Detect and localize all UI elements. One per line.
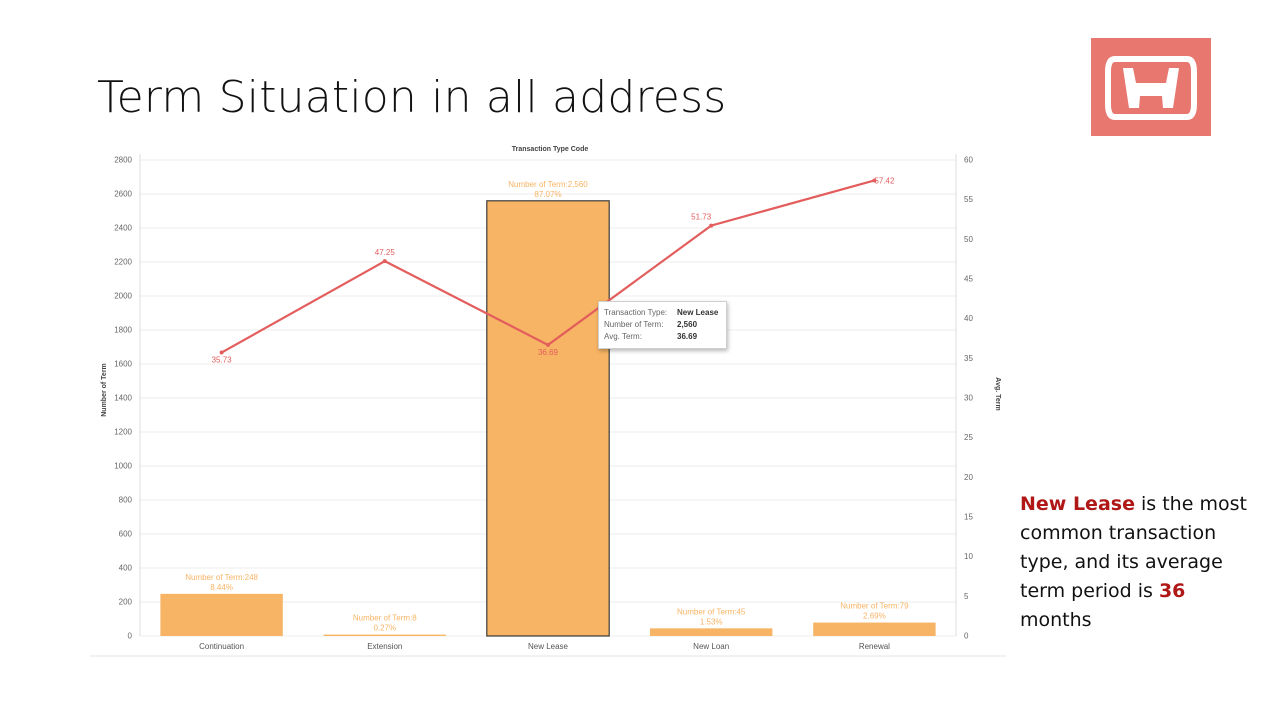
y2-tick-label: 10 bbox=[964, 552, 973, 561]
y-tick-label: 2200 bbox=[114, 258, 132, 267]
bar bbox=[813, 622, 936, 636]
y2-tick-label: 40 bbox=[964, 314, 973, 323]
x-tick-label: Renewal bbox=[859, 642, 890, 651]
y-tick-label: 1800 bbox=[114, 326, 132, 335]
y-tick-label: 2000 bbox=[114, 292, 132, 301]
tooltip-value: New Lease bbox=[677, 308, 719, 317]
note-highlight-term: 36 bbox=[1158, 580, 1186, 602]
line-point bbox=[546, 342, 550, 347]
combo-chart: Transaction Type Code 020040060080010001… bbox=[90, 146, 1006, 657]
y2-tick-label: 0 bbox=[964, 632, 969, 641]
bar-percent-label: 2.69% bbox=[863, 612, 886, 621]
bar-value-label: Number of Term:2,560 bbox=[508, 180, 588, 189]
bar bbox=[650, 628, 773, 636]
honda-h-mark bbox=[1123, 68, 1179, 108]
line-value-label: 36.69 bbox=[538, 348, 559, 357]
line-point bbox=[382, 259, 387, 264]
y2-axis-label: Avg. Term bbox=[994, 377, 1001, 410]
bar bbox=[486, 200, 610, 637]
bar-percent-label: 87.07% bbox=[534, 190, 561, 199]
y-tick-label: 2400 bbox=[114, 224, 132, 233]
y2-tick-label: 55 bbox=[964, 195, 973, 204]
honda-logo-icon bbox=[1105, 56, 1197, 120]
tooltip: Transaction Type: New Lease Number of Te… bbox=[598, 301, 728, 349]
y-tick-label: 1000 bbox=[114, 462, 132, 471]
tooltip-value: 2,560 bbox=[677, 320, 698, 329]
bar-percent-label: 1.53% bbox=[700, 617, 723, 626]
y-tick-label: 1400 bbox=[114, 394, 132, 403]
honda-logo bbox=[1091, 38, 1211, 136]
y-tick-label: 2800 bbox=[114, 156, 132, 165]
tooltip-row-avg: Avg. Term: 36.69 bbox=[604, 331, 718, 343]
note-text: is the most common transaction type, and… bbox=[1020, 493, 1247, 602]
line-series: 35.73 47.25 36.69 51.73 57.42 bbox=[212, 176, 895, 364]
note-highlight-type: New Lease bbox=[1020, 493, 1135, 515]
insight-note: New Lease is the most common transaction… bbox=[1020, 490, 1260, 635]
note-text-end: months bbox=[1020, 609, 1092, 631]
y2-tick-label: 25 bbox=[964, 433, 973, 442]
tooltip-label: Number of Term: bbox=[604, 320, 664, 329]
x-tick-label: Extension bbox=[367, 642, 402, 651]
chart-title: Transaction Type Code bbox=[512, 146, 589, 153]
line-value-label: 47.25 bbox=[375, 248, 396, 257]
tooltip-label: Avg. Term: bbox=[604, 332, 642, 341]
y-tick-label: 400 bbox=[119, 564, 133, 573]
x-tick-label: New Lease bbox=[528, 642, 569, 651]
line-value-label: 35.73 bbox=[212, 356, 233, 365]
y2-tick-label: 60 bbox=[964, 156, 973, 165]
bar-value-label: Number of Term:8 bbox=[353, 614, 417, 623]
bar-value-label: Number of Term:79 bbox=[840, 602, 909, 611]
bar-value-label: Number of Term:45 bbox=[677, 607, 746, 616]
axes: 0200400600800100012001400160018002000220… bbox=[90, 154, 1006, 657]
line-point bbox=[219, 350, 224, 355]
y2-tick-label: 50 bbox=[964, 235, 973, 244]
y2-tick-label: 20 bbox=[964, 473, 973, 482]
tooltip-label: Transaction Type: bbox=[604, 308, 668, 317]
y2-tick-label: 45 bbox=[964, 275, 973, 284]
y2-tick-label: 30 bbox=[964, 394, 973, 403]
tooltip-value: 36.69 bbox=[677, 332, 698, 341]
y-tick-label: 800 bbox=[119, 496, 133, 505]
tooltip-row-count: Number of Term: 2,560 bbox=[604, 319, 718, 331]
line-point bbox=[709, 223, 714, 228]
line-point bbox=[872, 178, 877, 183]
y-tick-label: 600 bbox=[119, 530, 133, 539]
x-tick-label: New Loan bbox=[693, 642, 729, 651]
bar-value-label: Number of Term:248 bbox=[185, 573, 258, 582]
y2-tick-label: 15 bbox=[964, 513, 973, 522]
bar-percent-label: 0.27% bbox=[373, 624, 396, 633]
y2-tick-label: 35 bbox=[964, 354, 973, 363]
y2-tick-label: 5 bbox=[964, 592, 969, 601]
line-value-label: 51.73 bbox=[691, 213, 712, 222]
x-tick-label: Continuation bbox=[199, 642, 244, 651]
bar bbox=[160, 593, 283, 636]
y-tick-label: 1600 bbox=[114, 360, 132, 369]
bar bbox=[323, 634, 446, 636]
y-tick-label: 1200 bbox=[114, 428, 132, 437]
line-value-label: 57.42 bbox=[874, 176, 895, 185]
y-axis-label: Number of Term bbox=[101, 363, 108, 417]
y-tick-label: 200 bbox=[119, 598, 133, 607]
y-tick-label: 2600 bbox=[114, 190, 132, 199]
slide-title: Term Situation in all address bbox=[97, 72, 727, 123]
y-tick-label: 0 bbox=[128, 632, 133, 641]
tooltip-row-type: Transaction Type: New Lease bbox=[604, 307, 718, 319]
bar-percent-label: 8.44% bbox=[210, 583, 233, 592]
